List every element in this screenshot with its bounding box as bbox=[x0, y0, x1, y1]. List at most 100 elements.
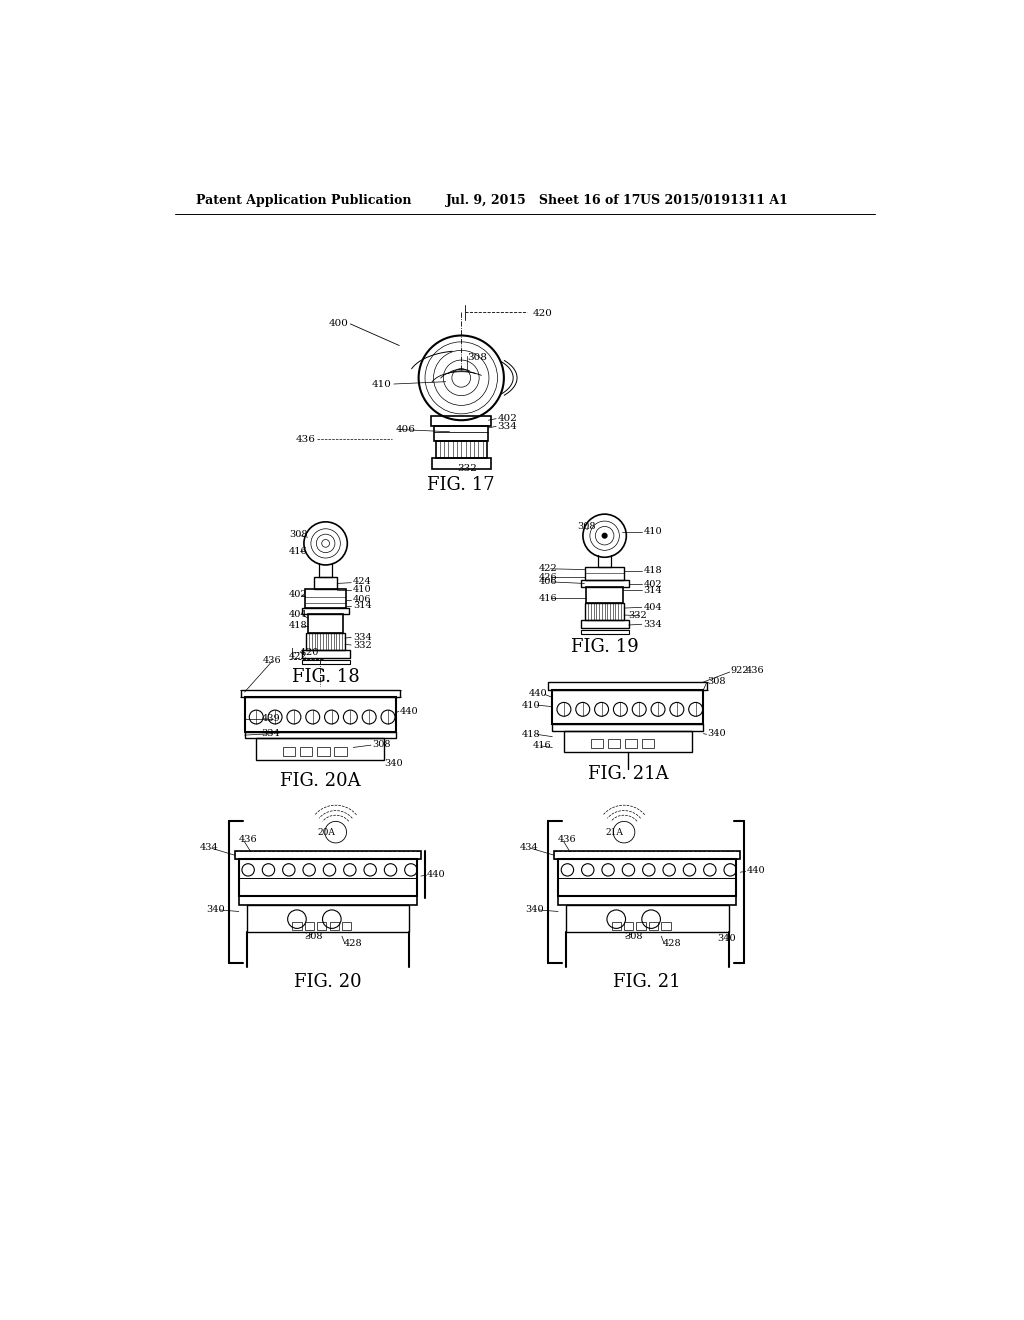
Text: 404: 404 bbox=[643, 603, 662, 611]
Bar bbox=[431, 416, 492, 425]
Bar bbox=[586, 603, 624, 620]
Text: FIG. 21A: FIG. 21A bbox=[588, 764, 669, 783]
Text: 434: 434 bbox=[200, 843, 219, 851]
Bar bbox=[586, 566, 624, 581]
Text: 404: 404 bbox=[289, 610, 308, 619]
Text: 418: 418 bbox=[643, 566, 662, 574]
Text: 418: 418 bbox=[289, 622, 308, 630]
Text: 334: 334 bbox=[643, 620, 663, 628]
Text: 416: 416 bbox=[289, 546, 308, 556]
Text: FIG. 21: FIG. 21 bbox=[613, 973, 681, 991]
Text: 440: 440 bbox=[427, 870, 445, 879]
Text: Jul. 9, 2015   Sheet 16 of 17: Jul. 9, 2015 Sheet 16 of 17 bbox=[445, 194, 641, 207]
Bar bbox=[239, 859, 417, 896]
Text: 20A: 20A bbox=[317, 828, 335, 837]
Text: 406: 406 bbox=[539, 577, 557, 586]
Text: 340: 340 bbox=[708, 729, 726, 738]
Text: 308: 308 bbox=[305, 932, 324, 941]
Text: 426: 426 bbox=[539, 573, 557, 582]
Text: 308: 308 bbox=[467, 354, 487, 362]
Bar bbox=[302, 609, 349, 614]
Text: 440: 440 bbox=[529, 689, 548, 698]
Bar bbox=[283, 747, 295, 756]
Bar bbox=[554, 851, 740, 859]
Bar bbox=[566, 906, 729, 932]
Bar bbox=[317, 747, 330, 756]
Text: 428: 428 bbox=[343, 939, 362, 948]
Text: 340: 340 bbox=[525, 904, 544, 913]
Bar bbox=[549, 682, 708, 689]
Bar bbox=[305, 589, 346, 609]
Text: 340: 340 bbox=[206, 904, 225, 913]
Text: 420: 420 bbox=[532, 309, 552, 318]
Text: 334: 334 bbox=[352, 632, 372, 642]
Text: 422: 422 bbox=[289, 652, 308, 661]
Text: 436: 436 bbox=[296, 436, 315, 444]
Bar bbox=[245, 733, 395, 738]
Circle shape bbox=[602, 533, 607, 539]
Text: 434: 434 bbox=[519, 843, 539, 851]
Bar bbox=[611, 923, 621, 929]
Text: 402: 402 bbox=[643, 579, 662, 589]
Text: 410: 410 bbox=[372, 380, 391, 388]
Text: 334: 334 bbox=[261, 729, 280, 738]
Bar bbox=[292, 923, 302, 929]
Text: 922: 922 bbox=[730, 667, 750, 675]
Bar bbox=[636, 923, 646, 929]
Text: 402: 402 bbox=[498, 414, 517, 424]
Text: 410: 410 bbox=[352, 585, 372, 594]
Bar bbox=[586, 586, 624, 603]
Text: 314: 314 bbox=[352, 602, 372, 610]
Bar bbox=[581, 630, 629, 635]
Bar bbox=[334, 747, 346, 756]
Bar bbox=[245, 697, 395, 733]
Text: 416: 416 bbox=[532, 742, 552, 750]
Text: 436: 436 bbox=[746, 667, 765, 675]
Text: 308: 308 bbox=[708, 677, 726, 686]
Text: 436: 436 bbox=[263, 656, 282, 665]
Bar bbox=[607, 739, 621, 748]
Text: 436: 436 bbox=[239, 836, 257, 845]
Text: 334: 334 bbox=[498, 422, 517, 430]
Bar bbox=[642, 739, 654, 748]
Text: 400: 400 bbox=[329, 319, 349, 329]
Bar bbox=[314, 577, 337, 589]
Bar bbox=[247, 906, 410, 932]
Text: 422: 422 bbox=[539, 564, 557, 573]
Text: |--420: |--420 bbox=[291, 648, 319, 657]
Text: 424: 424 bbox=[352, 577, 372, 586]
Text: 428: 428 bbox=[663, 939, 681, 948]
Bar bbox=[662, 923, 671, 929]
Text: 416: 416 bbox=[539, 594, 557, 602]
Text: FIG. 17: FIG. 17 bbox=[427, 477, 495, 494]
Bar bbox=[306, 634, 345, 651]
Text: 308: 308 bbox=[373, 741, 391, 748]
Bar bbox=[302, 651, 349, 659]
Bar bbox=[581, 620, 629, 628]
Text: 440: 440 bbox=[746, 866, 765, 875]
Text: 332: 332 bbox=[628, 611, 646, 619]
Bar bbox=[234, 851, 421, 859]
Text: 418: 418 bbox=[521, 730, 540, 739]
Text: 406: 406 bbox=[352, 595, 372, 605]
Bar bbox=[552, 725, 703, 730]
Text: FIG. 20A: FIG. 20A bbox=[280, 772, 360, 791]
Bar bbox=[564, 730, 692, 752]
Text: 402: 402 bbox=[289, 590, 308, 599]
Text: Patent Application Publication: Patent Application Publication bbox=[197, 194, 412, 207]
Text: 436: 436 bbox=[558, 836, 577, 845]
Bar bbox=[552, 690, 703, 725]
Bar bbox=[434, 425, 488, 441]
Text: 308: 308 bbox=[289, 529, 307, 539]
Text: 314: 314 bbox=[643, 586, 663, 595]
Bar bbox=[302, 660, 349, 664]
Text: US 2015/0191311 A1: US 2015/0191311 A1 bbox=[640, 194, 787, 207]
Bar bbox=[330, 923, 339, 929]
Text: 308: 308 bbox=[624, 932, 642, 941]
Text: 308: 308 bbox=[578, 521, 596, 531]
Text: 410: 410 bbox=[521, 701, 540, 710]
Text: 410: 410 bbox=[643, 528, 662, 536]
Bar bbox=[581, 581, 629, 586]
Bar bbox=[239, 896, 417, 906]
Text: 332: 332 bbox=[352, 640, 372, 649]
